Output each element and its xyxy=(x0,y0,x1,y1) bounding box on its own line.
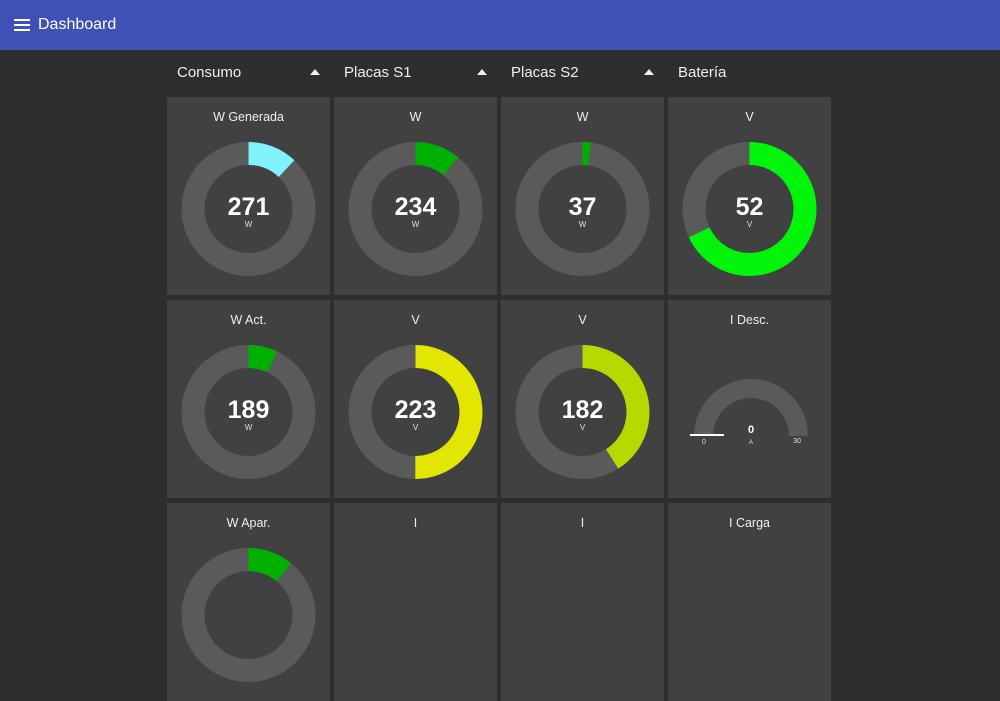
widget-label: W Generada xyxy=(213,110,284,124)
gauge-value-arc xyxy=(181,548,316,682)
widget-card: I Carga xyxy=(668,503,831,701)
group-label: Placas S2 xyxy=(511,63,579,81)
gauge-unit: V xyxy=(413,423,419,432)
gauge-unit: W xyxy=(579,220,587,229)
widget-label: I xyxy=(413,516,418,530)
gauge-value-arc xyxy=(181,345,316,479)
collapse-caret-icon[interactable] xyxy=(310,69,320,75)
widget-label: V xyxy=(411,313,420,327)
widget-label: W xyxy=(409,110,422,124)
widget-label: I Carga xyxy=(729,516,770,530)
gauge-unit: V xyxy=(747,220,753,229)
widget-card: I Desc. 0 A 0 30 xyxy=(668,300,831,498)
group-label: Batería xyxy=(678,63,727,81)
gauge-value: 52 xyxy=(736,193,764,221)
gauge-value: 223 xyxy=(395,396,437,424)
gauge-value-arc xyxy=(682,142,817,276)
hamburger-menu-icon[interactable] xyxy=(14,19,30,31)
widget-card: W Act. 189 W xyxy=(167,300,330,498)
widget-label: W xyxy=(576,110,589,124)
widget-card: W 234 W xyxy=(334,97,497,295)
gauge-value-arc xyxy=(515,345,650,479)
gauge-value-arc xyxy=(348,345,483,479)
gauge-unit: A xyxy=(749,440,753,446)
gauge-value: 182 xyxy=(562,396,604,424)
gauge-unit: W xyxy=(245,423,253,432)
widget-card: V 52 V xyxy=(668,97,831,295)
gauge-value: 234 xyxy=(395,193,437,221)
widget-label: V xyxy=(745,110,754,124)
widget-card: V 223 V xyxy=(334,300,497,498)
gauge-unit: W xyxy=(412,220,420,229)
gauge-value: 189 xyxy=(228,396,270,424)
widget-card: W Apar. xyxy=(167,503,330,701)
gauge-track xyxy=(181,548,316,682)
widget-card: I xyxy=(334,503,497,701)
gauge-unit: W xyxy=(245,220,253,229)
gauge-track xyxy=(694,379,808,436)
widget-label: V xyxy=(578,313,587,327)
page-title: Dashboard xyxy=(38,16,117,33)
widget-label: W Act. xyxy=(230,313,267,327)
gauge-zero-marker xyxy=(690,434,724,436)
widget-card: W 37 W xyxy=(501,97,664,295)
gauge-value: 37 xyxy=(569,193,597,221)
gauge-value: 0 xyxy=(748,424,754,436)
widget-label: I Desc. xyxy=(730,313,769,327)
gauge-value: 271 xyxy=(228,193,270,221)
group-header-placas-s1[interactable]: Placas S1 xyxy=(334,58,497,86)
widget-card: I xyxy=(501,503,664,701)
collapse-caret-icon[interactable] xyxy=(477,69,487,75)
widget-card: W Generada 271 W xyxy=(167,97,330,295)
gauge-unit: V xyxy=(580,423,586,432)
group-header-bateria: Batería xyxy=(668,58,831,86)
group-header-consumo[interactable]: Consumo xyxy=(167,58,330,86)
group-label: Placas S1 xyxy=(344,63,412,81)
gauge-min-label: 0 xyxy=(702,439,706,446)
widget-label: W Apar. xyxy=(226,516,271,530)
group-label: Consumo xyxy=(177,63,242,81)
group-header-placas-s2[interactable]: Placas S2 xyxy=(501,58,664,86)
gauge-value-arc xyxy=(515,142,650,276)
widget-card: V 182 V xyxy=(501,300,664,498)
gauge-value-arc xyxy=(181,142,316,276)
gauge-max-label: 30 xyxy=(793,438,801,445)
collapse-caret-icon[interactable] xyxy=(644,69,654,75)
top-app-bar: Dashboard xyxy=(0,0,1000,50)
gauge-value-arc xyxy=(348,142,483,276)
widget-label: I xyxy=(580,516,585,530)
